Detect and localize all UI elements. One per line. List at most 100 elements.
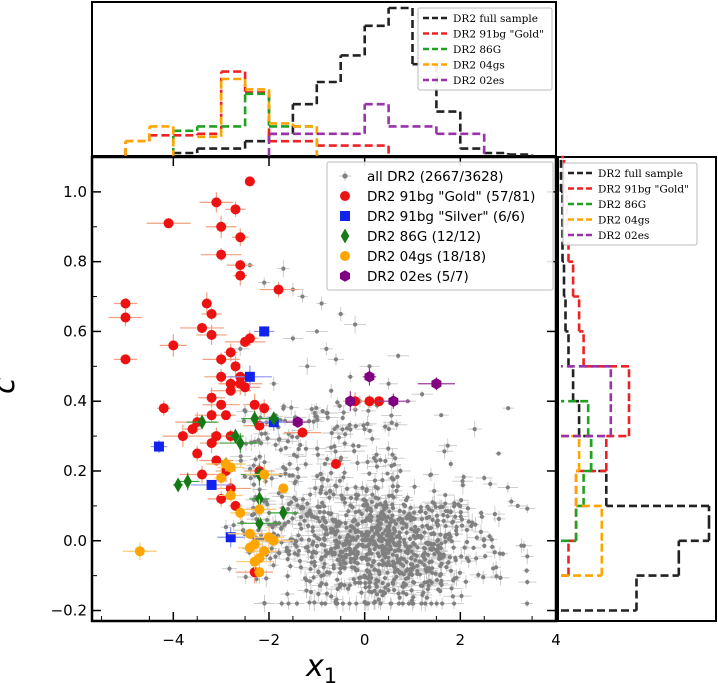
x-axis-title-subscript: 1 xyxy=(324,664,337,683)
all-dr2-point xyxy=(386,493,392,498)
all-dr2-point xyxy=(379,544,384,550)
all-dr2-point xyxy=(243,441,249,446)
dr2-02es-5-7-point xyxy=(364,371,375,383)
all-dr2-point xyxy=(367,573,372,578)
all-dr2-point xyxy=(380,478,385,483)
all-dr2-point xyxy=(338,570,343,575)
all-dr2-point xyxy=(293,479,298,484)
all-dr2-point xyxy=(337,403,342,409)
dr2-91bg-gold-57-81-point xyxy=(120,298,131,309)
x-axis-title: x1 xyxy=(305,649,337,683)
all-dr2-point xyxy=(405,575,411,581)
all-dr2-point xyxy=(339,455,344,460)
all-dr2-point xyxy=(438,532,443,537)
all-dr2-point xyxy=(408,518,413,523)
legend-label: DR2 04gs (18/18) xyxy=(367,249,486,265)
all-dr2-point xyxy=(432,488,437,494)
all-dr2-point xyxy=(412,528,417,534)
all-dr2-point xyxy=(335,424,340,429)
all-dr2-point xyxy=(383,528,388,533)
all-dr2-point xyxy=(404,592,409,597)
all-dr2-point xyxy=(421,545,427,551)
all-dr2-point xyxy=(315,417,320,422)
all-dr2-point xyxy=(343,521,348,526)
all-dr2-point xyxy=(318,471,323,476)
all-dr2-point xyxy=(408,569,413,574)
all-dr2-point xyxy=(392,587,397,593)
all-dr2-point xyxy=(483,554,488,559)
dr2-02es-5-7-point xyxy=(388,395,399,407)
all-dr2-point xyxy=(317,504,323,509)
all-dr2-point xyxy=(334,524,339,529)
all-dr2-point xyxy=(498,575,503,580)
all-dr2-point xyxy=(316,569,321,574)
all-dr2-point xyxy=(295,503,300,508)
all-dr2-point xyxy=(342,500,347,505)
all-dr2-point xyxy=(265,436,270,441)
all-dr2-point xyxy=(452,501,457,506)
all-dr2-point xyxy=(318,487,324,493)
all-dr2-point xyxy=(364,502,370,507)
all-dr2-point xyxy=(281,406,286,411)
all-dr2-point xyxy=(392,577,397,582)
all-dr2-point xyxy=(454,528,459,533)
all-dr2-point xyxy=(464,539,470,545)
all-dr2-point xyxy=(385,570,390,575)
all-dr2-point xyxy=(444,564,449,570)
dr2-91bg-gold-57-81-point xyxy=(216,493,227,504)
all-dr2-point xyxy=(448,461,453,467)
dr2-86g-12-12-point xyxy=(183,473,192,489)
all-dr2-point xyxy=(441,512,446,518)
all-dr2-point xyxy=(418,505,424,510)
all-dr2-point xyxy=(401,563,406,568)
right-histogram-legend-label: DR2 91bg "Gold" xyxy=(598,184,689,196)
y-tick-label: 0.2 xyxy=(63,462,87,480)
legend-label: DR2 91bg "Gold" (57/81) xyxy=(367,189,535,205)
all-dr2-point xyxy=(304,588,309,593)
all-dr2-point xyxy=(374,577,379,582)
all-dr2-point xyxy=(262,460,267,465)
all-dr2-point xyxy=(380,580,385,586)
dr2-04gs-18-18-point xyxy=(268,535,279,546)
all-dr2-point xyxy=(362,497,367,503)
top-histogram-legend-box xyxy=(417,7,553,91)
all-dr2-point-cloud xyxy=(220,260,537,613)
x-tick-label: −2 xyxy=(258,631,280,649)
all-dr2-point xyxy=(320,523,325,529)
all-dr2-point xyxy=(338,549,344,554)
dr2-91bg-silver-6-6-point xyxy=(153,441,164,452)
all-dr2-point xyxy=(487,534,492,539)
all-dr2-point xyxy=(482,543,487,549)
all-dr2-point xyxy=(406,547,411,552)
all-dr2-point xyxy=(350,535,355,540)
all-dr2-point xyxy=(390,502,395,507)
all-dr2-point xyxy=(299,537,304,542)
all-dr2-point xyxy=(453,514,458,519)
all-dr2-point xyxy=(298,515,304,520)
all-dr2-point xyxy=(294,539,299,544)
all-dr2-point xyxy=(451,545,456,550)
dr2-91bg-gold-57-81-point xyxy=(177,431,188,442)
all-dr2-point xyxy=(365,562,371,567)
all-dr2-point xyxy=(231,523,236,528)
all-dr2-point xyxy=(338,562,343,567)
all-dr2-point xyxy=(390,552,395,557)
all-dr2-point xyxy=(376,532,381,537)
dr2-04gs-18-18-point xyxy=(225,490,236,501)
all-dr2-point xyxy=(365,421,370,426)
all-dr2-point xyxy=(423,567,428,572)
dr2-91bg-gold-57-81-point xyxy=(206,329,217,340)
dr2-04gs-18-18-point xyxy=(278,483,289,494)
all-dr2-point xyxy=(333,538,338,544)
all-dr2-point xyxy=(269,546,274,551)
all-dr2-point xyxy=(384,538,389,543)
all-dr2-point xyxy=(321,515,326,520)
dr2-91bg-gold-57-81-point xyxy=(187,424,198,435)
all-dr2-point xyxy=(470,520,475,525)
all-dr2-point xyxy=(333,483,338,488)
all-dr2-point xyxy=(242,408,247,413)
all-dr2-point xyxy=(369,590,374,595)
all-dr2-point xyxy=(296,548,301,553)
all-dr2-point xyxy=(337,584,342,589)
all-dr2-point xyxy=(450,594,455,599)
